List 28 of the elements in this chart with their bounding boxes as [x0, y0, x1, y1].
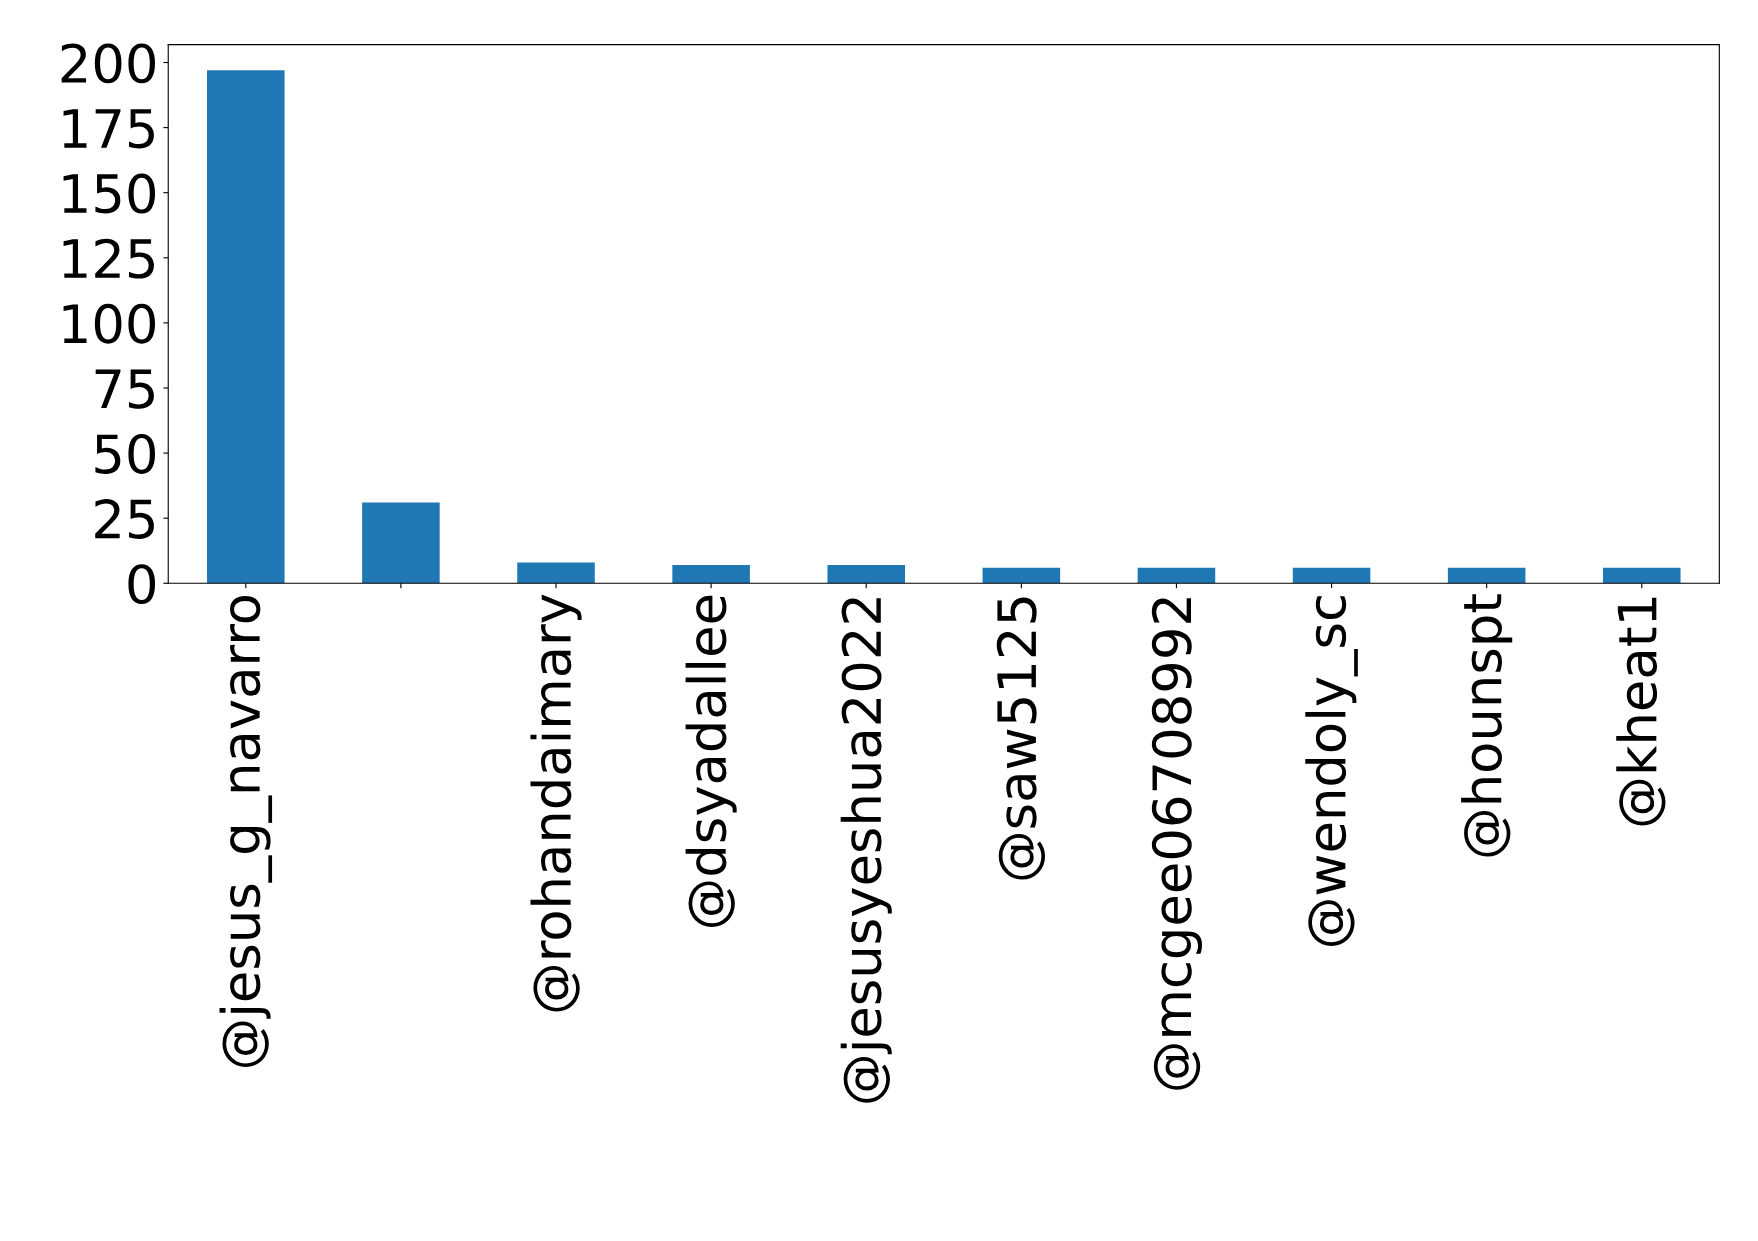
bar — [1292, 567, 1371, 584]
bar — [362, 502, 440, 584]
y-tick-label: 25 — [95, 499, 154, 539]
y-tick-label: 125 — [63, 238, 154, 279]
bar — [672, 565, 750, 584]
bar — [207, 70, 285, 584]
y-tick-label: 50 — [95, 433, 156, 474]
y-tick-label: 75 — [95, 369, 154, 409]
y-tick-label: 200 — [61, 43, 156, 84]
x-tick-label: @jesusyeshua2022 — [840, 598, 892, 1103]
bar — [982, 567, 1061, 584]
x-tick-label: @jesus_g_navarro — [219, 595, 273, 1068]
bar — [1602, 567, 1681, 584]
bar — [1137, 567, 1216, 584]
x-tick-label: @mcgee06708992 — [1151, 598, 1202, 1090]
y-tick-label: 175 — [63, 109, 154, 149]
x-tick-label: @dsyadallee — [685, 595, 737, 927]
x-tick-label: @kheat1 — [1616, 597, 1666, 826]
bar — [517, 562, 595, 584]
bar — [827, 565, 906, 584]
x-tick-label: @saw5125 — [996, 597, 1046, 880]
y-tick-label: 150 — [63, 173, 156, 214]
x-tick-label: @wendoly_sc — [1305, 596, 1358, 946]
y-tick-label: 0 — [128, 564, 156, 605]
y-tick-label: 100 — [63, 303, 156, 344]
x-tick-label: @hounspt — [1461, 594, 1513, 857]
bar — [1447, 567, 1526, 584]
x-tick-label: @rohandaimary — [530, 594, 582, 1012]
